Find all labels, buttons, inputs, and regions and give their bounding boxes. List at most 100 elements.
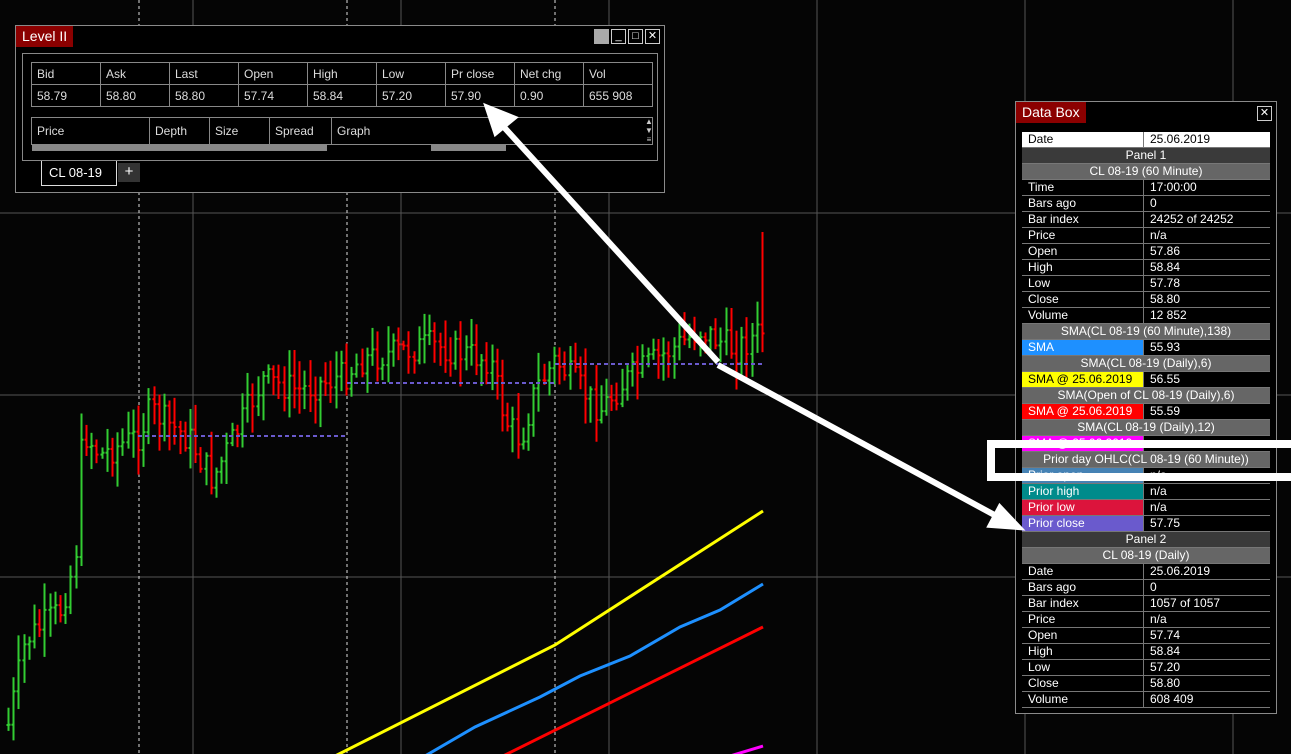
price-bar <box>588 386 593 423</box>
price-bar <box>604 378 609 416</box>
price-bar <box>568 346 573 390</box>
price-bar <box>484 342 489 385</box>
price-bar <box>110 437 115 477</box>
price-bar <box>6 707 11 731</box>
section-header: Prior day OHLC(CL 08-19 (60 Minute)) <box>1022 452 1270 468</box>
price-bar <box>250 383 255 433</box>
depth-header[interactable]: Depth <box>149 117 210 145</box>
depth-header[interactable]: Graph <box>331 117 653 145</box>
price-bar <box>687 323 692 349</box>
data-row: Open 57.74 <box>1022 628 1270 644</box>
price-bar <box>510 406 515 453</box>
row-label: Price <box>1022 228 1144 243</box>
price-bar <box>349 366 354 397</box>
price-bar <box>105 428 110 472</box>
price-bar <box>11 677 16 741</box>
price-bar <box>391 333 396 367</box>
section-header: Panel 2 <box>1022 532 1270 548</box>
price-bar <box>183 421 188 452</box>
close-icon[interactable]: ✕ <box>1257 106 1272 121</box>
price-bar <box>625 365 630 401</box>
data-row: Open 57.86 <box>1022 244 1270 260</box>
price-bar <box>157 394 162 451</box>
price-bar <box>656 339 661 379</box>
link-icon[interactable] <box>594 29 609 44</box>
depth-header[interactable]: Price <box>31 117 150 145</box>
price-bar <box>417 326 422 365</box>
price-bar <box>630 352 635 387</box>
depth-graph-bar <box>431 145 506 151</box>
maximize-icon[interactable]: □ <box>628 29 643 44</box>
quote-value: 0.90 <box>514 84 584 107</box>
price-bar <box>396 327 401 361</box>
scrollbar[interactable]: ▲ ▼ ≡ <box>645 117 653 144</box>
price-bar <box>432 322 437 363</box>
data-box-table: Date 25.06.2019 Panel 1 CL 08-19 (60 Minut… <box>1022 132 1270 708</box>
row-label: Low <box>1022 660 1144 675</box>
data-row: Bar index 1057 of 1057 <box>1022 596 1270 612</box>
price-bar <box>526 413 531 451</box>
price-bar <box>443 320 448 373</box>
add-tab-button[interactable]: + <box>118 163 140 182</box>
price-bar <box>302 370 307 410</box>
price-bar <box>464 335 469 371</box>
price-bar <box>620 368 625 408</box>
depth-row[interactable] <box>32 145 327 151</box>
price-bar <box>328 360 333 403</box>
price-bar <box>42 583 47 657</box>
price-bar <box>53 591 58 625</box>
price-bar <box>744 317 749 379</box>
price-bar <box>240 393 245 448</box>
price-bar <box>640 344 645 378</box>
price-bar <box>58 595 63 623</box>
row-value: 0 <box>1150 580 1157 594</box>
tab-cl-08-19[interactable]: CL 08-19 <box>41 161 117 186</box>
price-bar <box>542 363 547 385</box>
data-row: Price n/a <box>1022 228 1270 244</box>
data-row: SMA @ 25.06.2019 55.59 <box>1022 404 1270 420</box>
quote-value: 57.74 <box>238 84 308 107</box>
data-row: Prior low n/a <box>1022 500 1270 516</box>
price-bar <box>16 635 21 710</box>
depth-header[interactable]: Spread <box>269 117 332 145</box>
row-label: Open <box>1022 628 1144 643</box>
price-bar <box>552 346 557 385</box>
row-value: n/a <box>1150 484 1167 498</box>
price-bar <box>474 324 479 376</box>
row-label: Bars ago <box>1022 196 1144 211</box>
quote-header: Bid <box>31 62 101 85</box>
price-bar <box>562 351 567 381</box>
quote-header: Low <box>376 62 446 85</box>
sma-open-6-line <box>503 625 764 754</box>
row-value: 56.55 <box>1150 372 1181 386</box>
quote-header: Net chg <box>514 62 584 85</box>
row-label: Low <box>1022 276 1144 291</box>
price-bar <box>360 348 365 378</box>
price-bar <box>734 330 739 390</box>
quote-header: Open <box>238 62 308 85</box>
data-row: Low 57.78 <box>1022 276 1270 292</box>
row-value: n/a <box>1150 612 1167 626</box>
depth-header[interactable]: Size <box>209 117 270 145</box>
data-row: High 58.84 <box>1022 260 1270 276</box>
row-value: 55.93 <box>1150 340 1181 354</box>
price-bar <box>365 347 370 393</box>
close-icon[interactable]: ✕ <box>645 29 660 44</box>
price-bar <box>74 545 79 589</box>
price-bar <box>651 338 656 360</box>
data-row: Bar index 24252 of 24252 <box>1022 212 1270 228</box>
minimize-icon[interactable]: _ <box>611 29 626 44</box>
data-row: Volume 608 409 <box>1022 692 1270 708</box>
price-bar <box>214 467 219 498</box>
data-row: Date 25.06.2019 <box>1022 564 1270 580</box>
data-box-title: Data Box <box>1016 102 1086 123</box>
price-bar <box>438 332 443 366</box>
data-row: Close 58.80 <box>1022 676 1270 692</box>
price-bar <box>609 384 614 411</box>
price-bar <box>386 326 391 383</box>
price-bar <box>547 361 552 396</box>
price-bar <box>495 348 500 400</box>
price-bar <box>755 301 760 353</box>
quote-value: 57.20 <box>376 84 446 107</box>
quote-value: 58.84 <box>307 84 377 107</box>
